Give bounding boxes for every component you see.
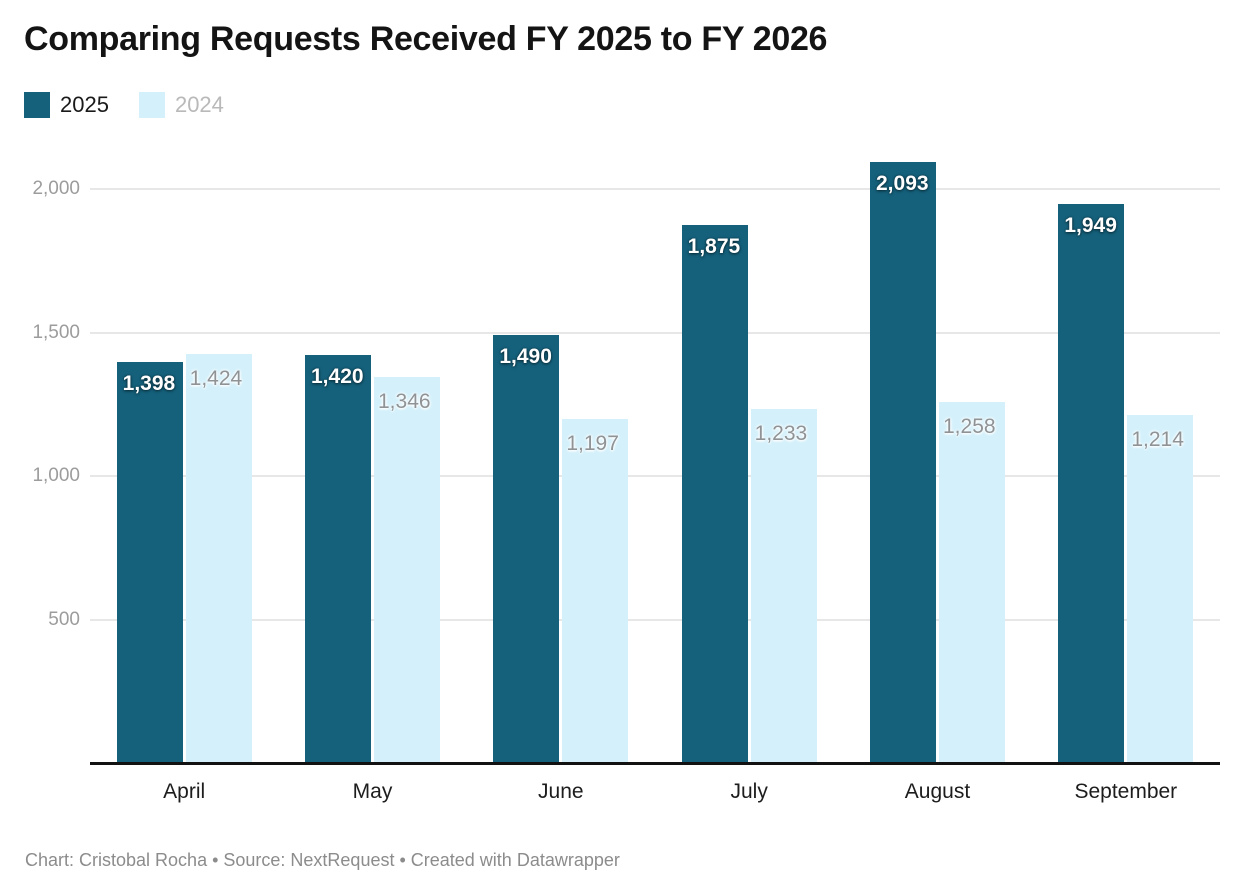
gridline [90,188,1220,190]
bar-2025-july[interactable] [681,224,748,763]
bar-2025-april[interactable] [116,361,183,763]
value-label-2025-april: 1,398 [122,371,176,395]
value-label-2024-june: 1,197 [566,432,619,456]
x-axis-label-may: May [352,780,393,803]
gridline [90,618,1220,621]
bar-2024-august[interactable] [939,401,1005,763]
bar-2024-september[interactable] [1127,414,1194,763]
chart-footer: Chart: Cristobal Rocha • Source: NextReq… [25,850,620,870]
legend: 2025 2024 [24,92,224,118]
bar-2025-august[interactable] [870,162,936,763]
x-axis-line [90,762,1220,765]
legend-item-2024: 2024 [138,92,224,118]
gridline [90,475,1220,477]
legend-label-2025: 2025 [60,92,109,117]
bar-2024-june[interactable] [562,419,629,763]
x-axis-label-july: July [730,780,768,803]
legend-swatch-2025 [24,92,50,118]
value-label-2024-august: 1,258 [943,414,996,438]
value-label-2024-july: 1,233 [754,422,808,446]
legend-label-2024: 2024 [174,92,224,117]
bar-2025-may[interactable] [305,355,371,763]
value-label-2024-april: 1,424 [189,367,243,391]
bar-2025-september[interactable] [1058,203,1125,763]
value-label-2025-june: 1,490 [499,345,552,369]
bar-2024-may[interactable] [374,376,440,763]
x-axis-label-april: April [163,780,206,803]
x-axis-label-september: September [1074,780,1178,803]
value-label-2024-may: 1,346 [378,389,431,413]
x-axis-label-june: June [538,780,584,803]
value-label-2025-july: 1,875 [687,234,741,258]
chart-title: Comparing Requests Received FY 2025 to F… [24,20,828,58]
y-axis-tick-label: 2,000 [32,178,80,199]
legend-swatch-2024 [138,92,165,118]
bar-2025-june[interactable] [493,335,560,763]
y-axis-tick-label: 1,000 [32,465,80,486]
bar-2024-july[interactable] [750,409,817,763]
legend-item-2025: 2025 [24,92,109,118]
value-label-2025-september: 1,949 [1064,213,1117,237]
value-label-2025-may: 1,420 [311,365,364,389]
y-axis-tick-label: 500 [48,608,80,630]
gridline [90,331,1220,334]
x-axis-label-august: August [904,780,971,803]
value-label-2025-august: 2,093 [876,172,929,196]
bar-2024-april[interactable] [185,354,252,763]
y-axis-tick-label: 1,500 [32,321,80,343]
value-label-2024-september: 1,214 [1131,427,1184,451]
